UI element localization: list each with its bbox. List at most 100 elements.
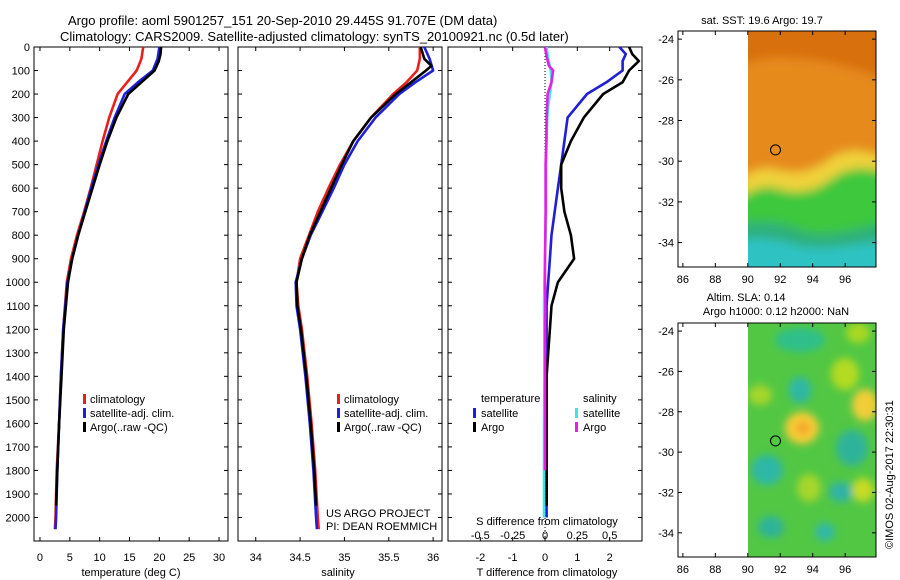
- depth-tick-label: 1500: [6, 395, 30, 407]
- sla-map-axes: -24 -26 -28 -30 -32 -34 86 88 90 92 94 96: [658, 323, 876, 576]
- lat-tick-label: -24: [658, 326, 674, 338]
- temperature-axes-box: [33, 46, 229, 542]
- series-line: [545, 47, 641, 506]
- x-tick-label: 35.5: [378, 552, 399, 564]
- x-tick-label: 20: [153, 552, 165, 564]
- temperature-series: [53, 47, 163, 530]
- depth-tick-label: 1300: [6, 348, 30, 360]
- lon-tick-label: 96: [839, 274, 851, 286]
- lon-tick-label: 90: [742, 564, 754, 576]
- depth-tick-label: 1800: [6, 465, 30, 477]
- salinity-axes-box: [237, 46, 443, 542]
- sla-heatmap: [748, 323, 876, 557]
- salinity-panel: 34 34.5 35 35.5 36 salinity climatology sate…: [237, 46, 443, 579]
- lat-tick-label: -32: [658, 487, 674, 499]
- series-line: [543, 47, 555, 471]
- x-tick-label: -1: [508, 552, 518, 564]
- lon-tick-label: 92: [774, 274, 786, 286]
- x-tick-label: 36: [427, 552, 439, 564]
- legend-swatch-argo: [83, 422, 86, 432]
- legend-label-argo: Argo(..raw -QC): [344, 422, 422, 434]
- depth-tick-label: 300: [12, 113, 30, 125]
- depth-tick-label: 2000: [6, 512, 30, 524]
- salinity-difference-ticks: -0.5 -0.25 0 0.25 0.5: [471, 530, 617, 542]
- lat-tick-label: -28: [658, 116, 674, 128]
- imos-credit: ©IMOS 02-Aug-2017 22:30:31: [884, 400, 896, 549]
- series-line: [294, 47, 435, 530]
- sla-map-frame: [677, 322, 877, 558]
- sla-map-title: Altim. SLA: 0.14: [707, 292, 786, 304]
- s-tick-label: -0.25: [500, 530, 525, 542]
- lon-tick-label: 90: [742, 274, 754, 286]
- s-tick-label: 0.5: [602, 530, 617, 542]
- difference-series: [542, 47, 641, 518]
- x-tick-label: 2: [607, 552, 613, 564]
- legend-swatch-argo: [337, 422, 340, 432]
- lon-tick-label: 86: [677, 274, 689, 286]
- sla-map-panel: Altim. SLA: 0.14 Argo h1000: 0.12 h2000:…: [658, 292, 877, 576]
- depth-tick-label: 0: [24, 42, 30, 54]
- temperature-x-axis: 0 5 10 15 20 25 30: [37, 47, 225, 564]
- difference-xlabel-top: S difference from climatology: [476, 516, 618, 528]
- depth-tick-label: 1100: [6, 301, 30, 313]
- lat-tick-label: -30: [658, 447, 674, 459]
- depth-tick-label: 600: [12, 183, 30, 195]
- s-tick-label: 0: [542, 530, 548, 542]
- legend-swatch-climatology: [337, 394, 340, 404]
- depth-tick-label: 800: [12, 230, 30, 242]
- legend-label-sal-argo: Argo: [583, 422, 606, 434]
- lon-tick-label: 86: [677, 564, 689, 576]
- lon-tick-label: 94: [807, 564, 819, 576]
- x-tick-label: 30: [213, 552, 225, 564]
- difference-panel: -2 -1 0 1 2 T difference from climatology S …: [447, 46, 643, 579]
- difference-legend: temperature salinity satellite Argo sate…: [473, 393, 620, 434]
- series-line: [295, 47, 433, 506]
- x-tick-label: 15: [123, 552, 135, 564]
- depth-tick-label: 1700: [6, 442, 30, 454]
- legend-swatch-climatology: [83, 394, 86, 404]
- difference-depth-ticks: [448, 46, 642, 518]
- legend-swatch-satellite: [337, 408, 340, 418]
- legend-label-sal-satellite: satellite: [583, 408, 620, 420]
- legend-swatch-sal-argo: [575, 422, 578, 432]
- depth-tick-label: 900: [12, 254, 30, 266]
- lat-tick-label: -26: [658, 75, 674, 87]
- lon-tick-label: 94: [807, 274, 819, 286]
- argo-location-marker: [770, 144, 781, 156]
- legend-label-temp-argo: Argo: [481, 422, 504, 434]
- depth-tick-label: 700: [12, 207, 30, 219]
- sst-map-frame: [677, 30, 877, 268]
- lat-tick-label: -30: [658, 156, 674, 168]
- lon-tick-label: 92: [774, 564, 786, 576]
- depth-axis: 0 100 200 300 400 500 600 700 800 900 1000 1100 1200…: [6, 42, 228, 524]
- legend-label-climatology: climatology: [90, 394, 146, 406]
- depth-tick-label: 1000: [6, 277, 30, 289]
- lat-tick-label: -24: [658, 34, 674, 46]
- lon-tick-label: 88: [709, 564, 721, 576]
- depth-tick-label: 1400: [6, 371, 30, 383]
- lon-tick-label: 96: [839, 564, 851, 576]
- depth-tick-label: 1200: [6, 324, 30, 336]
- s-tick-label: -0.5: [471, 530, 490, 542]
- sst-map-axes: -24 -26 -28 -30 -32 -34 86 88 90 92 94 96: [658, 31, 876, 286]
- x-tick-label: 0: [37, 552, 43, 564]
- legend-swatch-satellite: [83, 408, 86, 418]
- lat-tick-label: -34: [658, 528, 674, 540]
- x-tick-label: 0: [542, 552, 548, 564]
- difference-xlabel: T difference from climatology: [477, 567, 618, 579]
- sst-map-title: sat. SST: 19.6 Argo: 19.7: [701, 15, 823, 27]
- salinity-x-axis: 34 34.5 35 35.5 36: [250, 47, 439, 564]
- x-tick-label: 1: [574, 552, 580, 564]
- depth-tick-label: 1600: [6, 418, 30, 430]
- series-line: [295, 47, 422, 530]
- lat-tick-label: -28: [658, 407, 674, 419]
- lat-tick-label: -26: [658, 366, 674, 378]
- salinity-legend: climatology satellite-adj. clim. Argo(..…: [337, 394, 428, 434]
- legend-title-temperature: temperature: [481, 393, 540, 405]
- sst-map-panel: sat. SST: 19.6 Argo: 19.7 -24 -26 -28 -30 -3…: [658, 15, 877, 286]
- depth-tick-label: 1900: [6, 489, 30, 501]
- depth-tick-label: 500: [12, 160, 30, 172]
- x-tick-label: 5: [67, 552, 73, 564]
- legend-label-satellite: satellite-adj. clim.: [90, 408, 174, 420]
